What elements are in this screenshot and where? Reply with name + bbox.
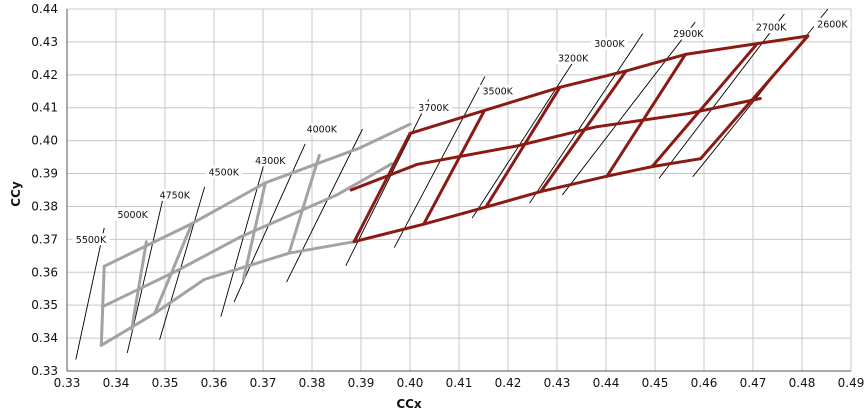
cct-label-bg-4500K <box>205 165 243 178</box>
gray-quadrangle-line-0 <box>102 122 412 268</box>
cct-label-bg-4000K <box>303 123 341 136</box>
red-quadrangle-line-7 <box>605 52 687 178</box>
y-tick-label-2: 0.35 <box>31 298 58 312</box>
isotherm-line-3000K <box>529 33 644 204</box>
y-axis-title: CCy <box>9 181 23 207</box>
cct-label-bg-4300K <box>251 154 289 167</box>
y-tick-label-3: 0.36 <box>31 265 58 279</box>
cct-label-bg-2600K <box>813 17 851 30</box>
gray-quadrangle-line-3 <box>99 264 106 347</box>
cct-label-2600K: 2600K <box>817 19 848 30</box>
gray-quadrangle-line-5 <box>153 222 194 315</box>
quadrangle-series <box>99 34 810 347</box>
x-tick-label-3: 0.36 <box>201 376 228 390</box>
cct-label-5500K: 5500K <box>76 235 107 246</box>
y-tick-label-6: 0.39 <box>31 167 58 181</box>
x-tick-label-1: 0.34 <box>103 376 130 390</box>
cct-label-bg-3700K <box>415 101 453 114</box>
x-axis-title: CCx <box>396 397 422 411</box>
y-tick-label-4: 0.37 <box>31 232 58 246</box>
cct-label-3000K: 3000K <box>594 39 625 50</box>
red-quadrangle-line-3 <box>352 131 412 244</box>
isotherm-line-2600K <box>692 8 829 178</box>
isotherm-line-2900K <box>562 21 696 196</box>
y-tick-label-9: 0.42 <box>31 68 58 82</box>
red-quadrangle-line-6 <box>539 69 628 194</box>
x-tick-label-5: 0.38 <box>299 376 326 390</box>
x-tick-label-6: 0.39 <box>348 376 375 390</box>
red-quadrangle-line-8 <box>650 43 758 169</box>
red-quadrangle-line-9 <box>699 34 810 161</box>
red-quadrangle-line-4 <box>422 108 486 226</box>
cct-label-bg-2900K <box>669 27 707 40</box>
x-tick-label-2: 0.35 <box>152 376 179 390</box>
cct-label-2700K: 2700K <box>756 23 787 34</box>
cct-label-3700K: 3700K <box>418 103 449 114</box>
cct-label-2900K: 2900K <box>673 29 704 40</box>
cct-label-4500K: 4500K <box>209 167 240 178</box>
x-tick-label-11: 0.44 <box>593 376 620 390</box>
isotherm-line-5500K <box>75 227 105 360</box>
gray-quadrangle-line-2 <box>99 240 356 347</box>
cct-label-bg-5500K <box>72 233 110 246</box>
y-tick-label-11: 0.44 <box>31 2 58 16</box>
red-quadrangle-line-2 <box>352 157 703 244</box>
y-tick-label-10: 0.43 <box>31 35 58 49</box>
isotherm-line-4750K <box>159 186 206 340</box>
cct-label-bg-3500K <box>479 84 517 97</box>
y-tick-label-0: 0.33 <box>31 364 58 378</box>
red-quadrangle-line-0 <box>408 34 810 135</box>
cct-label-4750K: 4750K <box>160 190 191 201</box>
cct-label-bg-2700K <box>752 21 790 34</box>
y-tick-label-5: 0.38 <box>31 199 58 213</box>
red-quadrangle-line-5 <box>484 85 562 209</box>
cct-label-5000K: 5000K <box>117 210 148 221</box>
cct-label-4000K: 4000K <box>307 125 338 136</box>
cct-label-bg-4750K <box>156 188 194 201</box>
isotherm-line-4000K <box>286 128 363 283</box>
gray-quadrangle-line-1 <box>100 162 394 309</box>
cct-label-bg-3200K <box>554 52 592 65</box>
x-tick-label-12: 0.45 <box>642 376 669 390</box>
gray-quadrangle-line-7 <box>287 153 321 255</box>
gray-quadrangle-line-6 <box>241 181 267 281</box>
gray-quadrangle-line-4 <box>130 240 148 331</box>
x-tick-label-8: 0.41 <box>446 376 473 390</box>
x-tick-label-15: 0.48 <box>789 376 816 390</box>
cct-labels: 5500K 5000K 4750K 4500K 4300K 4000K 3700K 3500K… <box>72 17 851 246</box>
y-tick-label-8: 0.41 <box>31 101 58 115</box>
x-tick-label-7: 0.40 <box>397 376 424 390</box>
cct-label-3200K: 3200K <box>558 54 589 65</box>
tick-labels: 0.33 0.34 0.35 0.36 0.37 0.38 0.39 0.40 0.41 0.42… <box>31 2 864 390</box>
x-tick-label-13: 0.46 <box>691 376 718 390</box>
isotherm-line-3700K <box>345 99 430 266</box>
x-tick-label-4: 0.37 <box>250 376 277 390</box>
y-tick-label-7: 0.40 <box>31 134 58 148</box>
isotherm-line-3500K <box>393 76 486 248</box>
cct-label-3500K: 3500K <box>482 86 513 97</box>
cct-label-bg-5000K <box>114 208 152 221</box>
x-tick-label-14: 0.47 <box>740 376 767 390</box>
cct-isotherm-lines <box>75 8 829 360</box>
cct-label-4300K: 4300K <box>255 156 286 167</box>
cct-label-bg-3000K <box>590 37 628 50</box>
x-tick-label-10: 0.43 <box>544 376 571 390</box>
x-tick-label-16: 0.49 <box>838 376 865 390</box>
x-tick-label-9: 0.42 <box>495 376 522 390</box>
isotherm-line-3200K <box>471 54 578 219</box>
axes <box>66 9 851 372</box>
y-tick-label-1: 0.34 <box>31 331 58 345</box>
x-tick-label-0: 0.33 <box>54 376 81 390</box>
